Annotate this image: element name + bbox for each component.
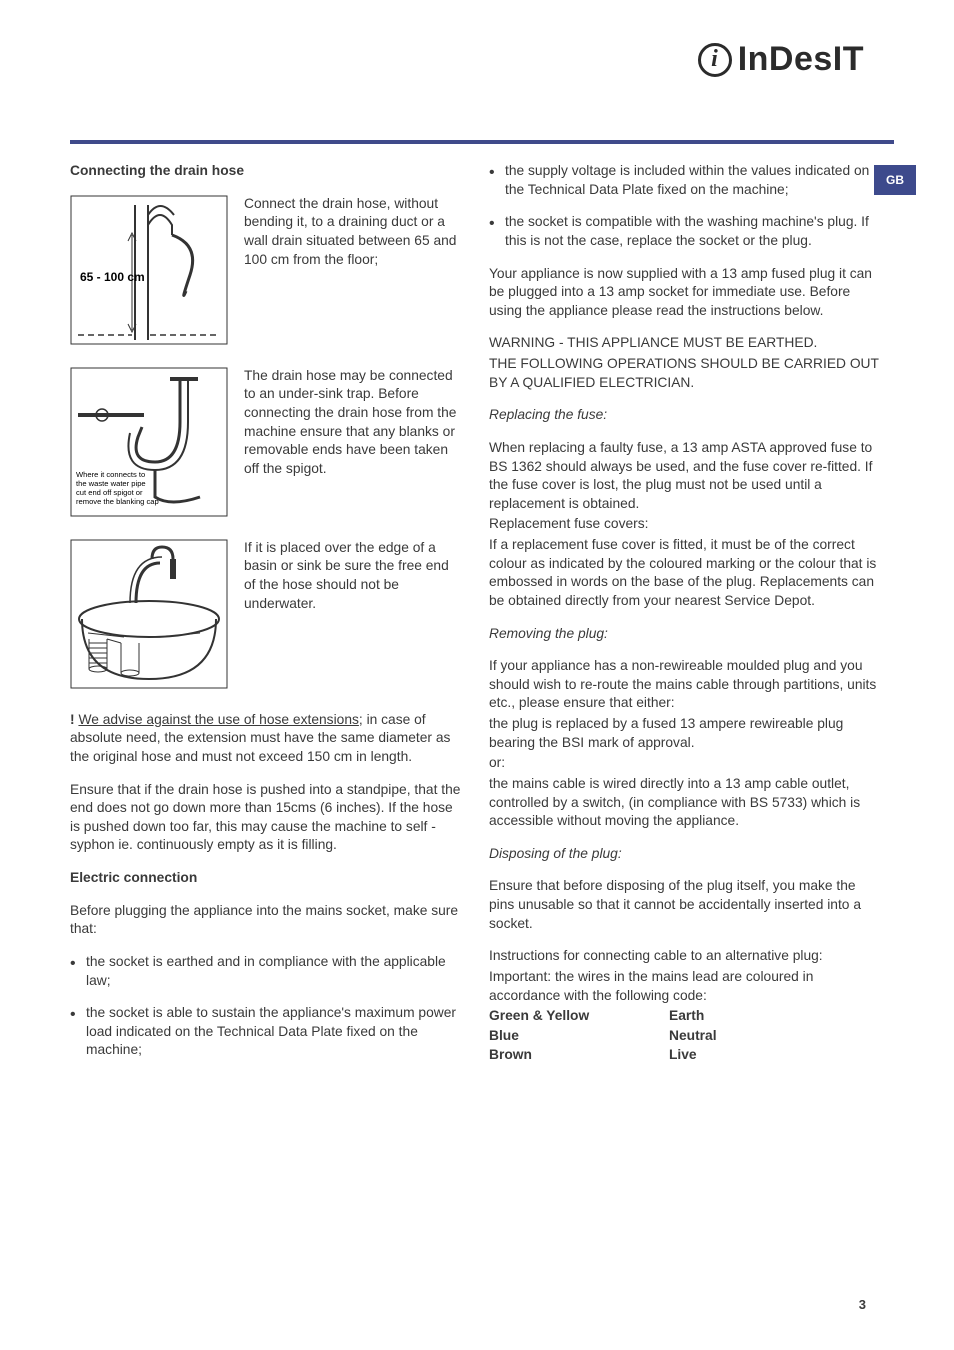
- remove-plug-3: the mains cable is wired directly into a…: [489, 775, 880, 831]
- svg-text:cut end off spigot or: cut end off spigot or: [76, 488, 143, 497]
- fuse-text-1: When replacing a faulty fuse, a 13 amp A…: [489, 439, 880, 514]
- code-earth: Earth: [669, 1007, 880, 1026]
- figure-row-2: Where it connects to the waste water pip…: [70, 367, 461, 517]
- figure-row-3: If it is placed over the edge of a basin…: [70, 539, 461, 689]
- right-column: the supply voltage is included within th…: [489, 162, 880, 1074]
- code-gy: Green & Yellow: [489, 1007, 669, 1026]
- colour-code-table: Green & Yellow Earth Blue Neutral Brown …: [489, 1007, 880, 1065]
- header-rule: [70, 140, 894, 144]
- svg-text:Where it connects to: Where it connects to: [76, 470, 145, 479]
- page-content: Connecting the drain hose: [70, 162, 880, 1074]
- figure-sink-trap: Where it connects to the waste water pip…: [70, 367, 228, 517]
- remove-plug-2: the plug is replaced by a fused 13 amper…: [489, 715, 880, 752]
- heading-electric: Electric connection: [70, 869, 461, 888]
- language-tab: GB: [874, 165, 916, 195]
- figure-row-1: 65 - 100 cm Connect the drain hose, with…: [70, 195, 461, 345]
- left-column: Connecting the drain hose: [70, 162, 461, 1074]
- li-socket-plug: the socket is compatible with the washin…: [505, 213, 880, 250]
- alt-plug-instr: Instructions for connecting cable to an …: [489, 947, 880, 966]
- li-socket-load: the socket is able to sustain the applia…: [86, 1004, 461, 1060]
- code-neutral: Neutral: [669, 1027, 880, 1046]
- page-number: 3: [859, 1297, 866, 1312]
- electric-list-left: the socket is earthed and in compliance …: [70, 953, 461, 1060]
- code-brown: Brown: [489, 1046, 669, 1065]
- svg-text:remove the blanking cap: remove the blanking cap: [76, 497, 159, 506]
- dispose-plug-text: Ensure that before disposing of the plug…: [489, 877, 880, 933]
- warning-earthed: WARNING - THIS APPLIANCE MUST BE EARTHED…: [489, 334, 880, 353]
- remove-plug-or: or:: [489, 754, 880, 773]
- hose-extension-warning: ! We advise against the use of hose exte…: [70, 711, 461, 767]
- svg-text:the waste water pipe: the waste water pipe: [76, 479, 146, 488]
- warning-electrician: THE FOLLOWING OPERATIONS SHOULD BE CARRI…: [489, 355, 880, 392]
- figure-3-text: If it is placed over the edge of a basin…: [244, 539, 461, 614]
- electric-list-right: the supply voltage is included within th…: [489, 162, 880, 251]
- remove-plug-1: If your appliance has a non-rewireable m…: [489, 657, 880, 713]
- standpipe-note: Ensure that if the drain hose is pushed …: [70, 781, 461, 856]
- li-supply-voltage: the supply voltage is included within th…: [505, 162, 880, 199]
- figure-1-text: Connect the drain hose, without bending …: [244, 195, 461, 270]
- figure-basin-edge: [70, 539, 228, 689]
- fused-plug-info: Your appliance is now supplied with a 13…: [489, 265, 880, 321]
- heading-fuse: Replacing the fuse:: [489, 406, 880, 425]
- fuse-covers-text: If a replacement fuse cover is fitted, i…: [489, 536, 880, 611]
- heading-remove-plug: Removing the plug:: [489, 625, 880, 644]
- brand-logo: i InDesIT: [698, 40, 864, 79]
- fig1-label: 65 - 100 cm: [80, 270, 145, 284]
- brand-text: InDesIT: [738, 40, 864, 79]
- heading-drain-hose: Connecting the drain hose: [70, 162, 461, 181]
- electric-intro: Before plugging the appliance into the m…: [70, 902, 461, 939]
- fuse-covers-label: Replacement fuse covers:: [489, 515, 880, 534]
- logo-icon: i: [698, 43, 732, 77]
- heading-dispose-plug: Disposing of the plug:: [489, 845, 880, 864]
- colour-code-intro: Important: the wires in the mains lead a…: [489, 968, 880, 1005]
- figure-wall-drain: 65 - 100 cm: [70, 195, 228, 345]
- code-blue: Blue: [489, 1027, 669, 1046]
- li-socket-earthed: the socket is earthed and in compliance …: [86, 953, 461, 990]
- code-live: Live: [669, 1046, 880, 1065]
- figure-2-text: The drain hose may be connected to an un…: [244, 367, 461, 479]
